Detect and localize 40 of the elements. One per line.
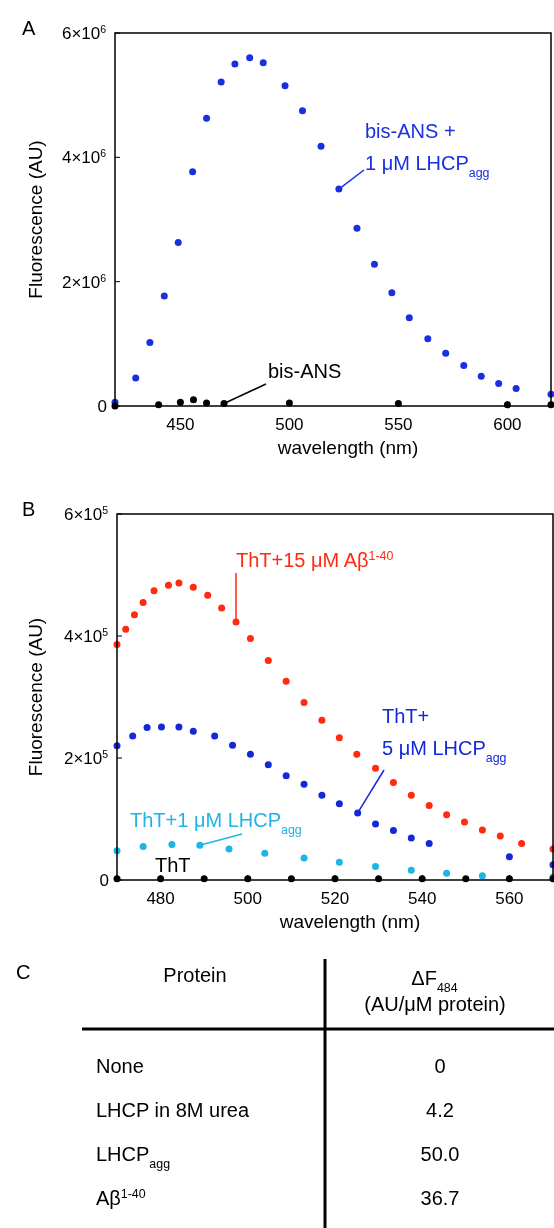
x-tick-label: 500 bbox=[233, 889, 262, 908]
x-tick-label: 540 bbox=[408, 889, 437, 908]
x-tick-label: 560 bbox=[495, 889, 524, 908]
y-tick-label: 6×10$^{5}$ bbox=[63, 504, 109, 524]
category-label: LHCP in 8M urea bbox=[96, 1099, 250, 1121]
category-label: Aβ$^{1-40}$ bbox=[96, 1187, 146, 1209]
x-axis-title: wavelength (nm) bbox=[278, 911, 421, 932]
x-tick-label: 550 bbox=[384, 415, 413, 434]
x-tick-label: 520 bbox=[320, 889, 350, 908]
text: ΔF$_{484}$ (AU/μM protein) bbox=[364, 967, 506, 1015]
text: Protein bbox=[163, 964, 227, 986]
y-tick-label: 4×10$^{5}$ bbox=[63, 626, 109, 646]
text: 36.7 bbox=[420, 1187, 460, 1209]
chart-title: A bbox=[22, 17, 36, 39]
series-label: ThT bbox=[155, 854, 191, 876]
x-axis-title: wavelength (nm) bbox=[276, 437, 419, 458]
x-tick-label: 500 bbox=[275, 415, 304, 434]
category-label: None bbox=[96, 1055, 144, 1077]
y-tick-label: 2×10$^{6}$ bbox=[61, 271, 107, 292]
x-tick-label: 600 bbox=[493, 415, 522, 434]
text: 4.2 bbox=[426, 1099, 454, 1121]
category-label: LHCP$_{agg}$ bbox=[96, 1143, 171, 1171]
series-label: bis-ANS bbox=[268, 360, 342, 382]
y-axis-title: Fluorescence (AU) bbox=[25, 617, 46, 777]
text: C bbox=[16, 961, 31, 983]
text: 50.0 bbox=[420, 1143, 460, 1165]
y-tick-label: 4×10$^{6}$ bbox=[61, 147, 107, 168]
x-tick-label: 450 bbox=[166, 415, 195, 434]
y-tick-label: 2×10$^{5}$ bbox=[63, 748, 109, 768]
y-tick-label: 0 bbox=[97, 397, 107, 416]
y-tick-label: 0 bbox=[99, 871, 109, 890]
text: 0 bbox=[434, 1055, 446, 1077]
y-axis-title: Fluorescence (AU) bbox=[25, 140, 46, 299]
text: ThT+ 5 μM LHCP$_{agg}$ bbox=[382, 705, 507, 765]
series-label: bis-ANS + 1 μM LHCP$_{agg}$ bbox=[365, 120, 490, 180]
series-label: ThT+1 μM LHCP$_{agg}$ bbox=[130, 809, 302, 837]
y-tick-label: 6×10$^{6}$ bbox=[61, 23, 107, 43]
x-tick-label: 480 bbox=[146, 889, 175, 908]
chart-title: B bbox=[22, 498, 36, 520]
series-label: ThT+15 μM Aβ$^{1-40}$ bbox=[236, 549, 394, 571]
